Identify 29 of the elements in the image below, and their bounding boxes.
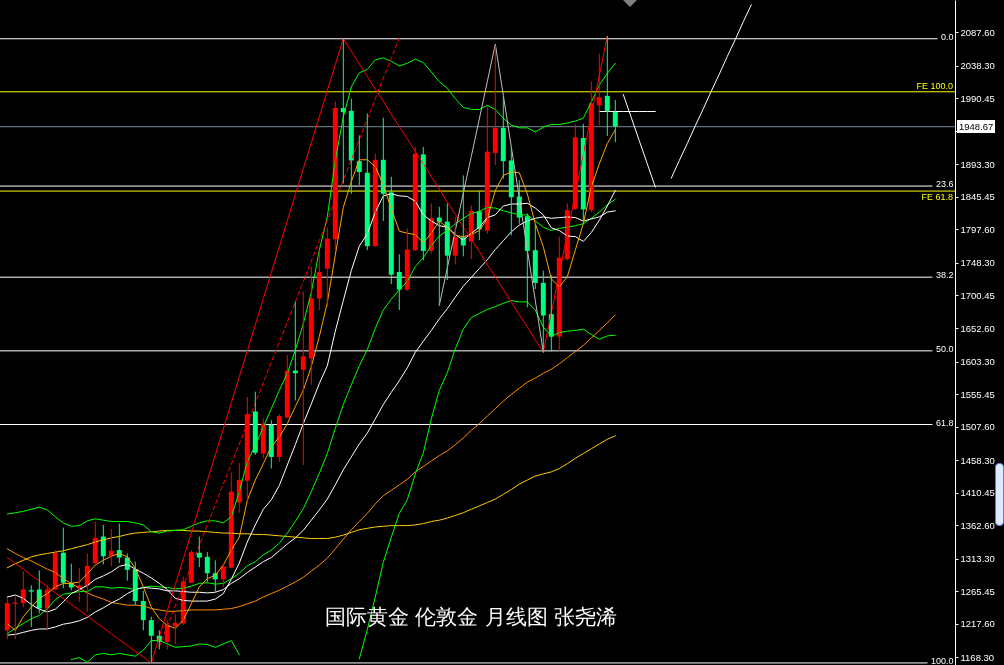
y-tick-label: 1845.45 <box>960 191 995 203</box>
y2-tick-label: 50.0 <box>935 343 954 354</box>
y-tick-label: 1603.30 <box>960 356 995 368</box>
y-tick-label: 2038.30 <box>960 60 995 72</box>
y-tick-label: 1217.60 <box>960 618 995 630</box>
y-tick-label: 1507.60 <box>960 421 995 433</box>
y-tick-label: 1700.45 <box>960 289 995 301</box>
y-tick-label: 1362.60 <box>960 519 995 531</box>
y-tick-label: 1313.30 <box>960 553 995 565</box>
y-tick-label: 1168.30 <box>960 651 995 663</box>
y-tick-label: 1748.30 <box>960 257 995 269</box>
y-tick-label: 1458.30 <box>960 454 995 466</box>
ref-line-label: FE 61.8 <box>921 192 953 203</box>
ref-line-label: FE 100.0 <box>916 80 953 91</box>
annotation: 1948.67 <box>957 120 996 134</box>
y-tick-label: 1265.45 <box>960 585 995 597</box>
y2-tick-label: 38.2 <box>935 270 954 281</box>
y2-tick-label: 0.0 <box>940 31 954 42</box>
y-tick-label: 2087.60 <box>960 26 995 38</box>
y2-tick-label: 100.0 <box>930 655 954 665</box>
y2-tick-label: 61.8 <box>935 417 954 428</box>
y2-tick-label: 23.6 <box>935 179 954 190</box>
y-tick-label: 1410.45 <box>960 487 995 499</box>
annotation: 国际黄金 伦敦金 月线图 张尧浠 <box>324 605 618 629</box>
y-tick-label: 1652.60 <box>960 322 995 334</box>
y-tick-label: 1893.30 <box>960 158 995 170</box>
y-tick-label: 1555.45 <box>960 388 995 400</box>
y-tick-label: 1797.60 <box>960 223 995 235</box>
y-tick-label: 1990.45 <box>960 92 995 104</box>
